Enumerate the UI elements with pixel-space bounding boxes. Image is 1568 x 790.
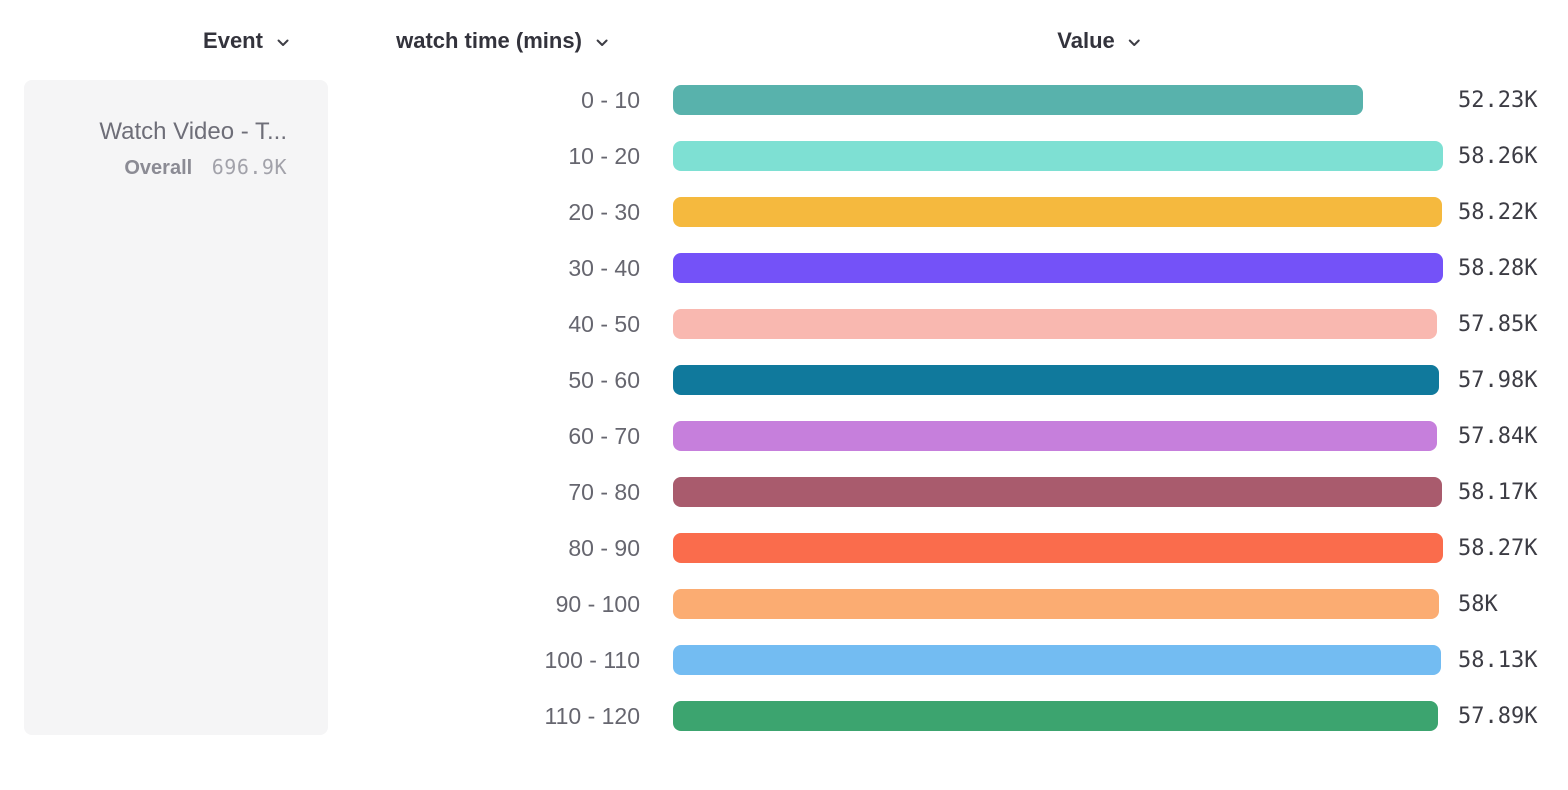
value-label: 58K [1458,591,1498,617]
value-bar[interactable] [673,141,1443,171]
bucket-label: 10 - 20 [568,142,640,169]
bar-row: 0 - 10 52.23K [0,72,1568,128]
bar-row: 20 - 30 58.22K [0,184,1568,240]
bucket-label: 50 - 60 [568,366,640,393]
bucket-label: 70 - 80 [568,478,640,505]
bar-track [673,365,1443,395]
event-legend-panel[interactable]: Watch Video - T... Overall 696.9K [24,80,328,735]
bucket-label: 100 - 110 [544,646,640,673]
value-label: 57.85K [1458,311,1538,337]
bar-track [673,533,1443,563]
chevron-down-icon [596,39,608,46]
value-label: 57.89K [1458,703,1538,729]
value-label: 58.26K [1458,143,1538,169]
value-bar[interactable] [673,477,1442,507]
value-bar[interactable] [673,645,1442,675]
chevron-down-icon [277,39,289,46]
bucket-label: 110 - 120 [544,702,640,729]
value-bar[interactable] [673,253,1443,283]
bar-row: 40 - 50 57.85K [0,296,1568,352]
bar-row: 80 - 90 58.27K [0,520,1568,576]
value-bar[interactable] [673,533,1443,563]
value-label: 58.27K [1458,535,1538,561]
bar-track [673,477,1443,507]
bar-row: 10 - 20 58.26K [0,128,1568,184]
bucket-label: 90 - 100 [555,590,640,617]
value-bar[interactable] [673,365,1440,395]
bar-track [673,701,1443,731]
chevron-down-icon [1129,39,1141,46]
bar-row: 30 - 40 58.28K [0,240,1568,296]
bar-chart-rows: 0 - 10 52.23K 10 - 20 58.26K 20 - 30 58.22K 30… [0,72,1568,744]
bar-track [673,197,1443,227]
bar-row: 110 - 120 57.89K [0,688,1568,744]
bar-track [673,85,1443,115]
value-label: 58.17K [1458,479,1538,505]
value-bar[interactable] [673,197,1443,227]
value-bar[interactable] [673,309,1438,339]
column-header-breakdown-label: watch time (mins) [396,28,582,53]
value-label: 58.28K [1458,255,1538,281]
column-header-breakdown[interactable]: watch time (mins) [396,28,610,54]
value-bar[interactable] [673,589,1440,619]
bar-track [673,141,1443,171]
value-label: 58.13K [1458,647,1538,673]
bar-row: 70 - 80 58.17K [0,464,1568,520]
bucket-label: 0 - 10 [581,86,640,113]
value-bar[interactable] [673,701,1438,731]
column-header-value-label: Value [1057,28,1115,53]
column-header-event[interactable]: Event [203,28,291,54]
value-bar[interactable] [673,85,1364,115]
bar-track [673,421,1443,451]
value-label: 52.23K [1458,87,1538,113]
column-header-value[interactable]: Value [1057,28,1142,54]
column-header-event-label: Event [203,28,263,53]
bucket-label: 80 - 90 [568,534,640,561]
bar-row: 60 - 70 57.84K [0,408,1568,464]
bucket-label: 20 - 30 [568,198,640,225]
bar-row: 50 - 60 57.98K [0,352,1568,408]
overall-row: Overall 696.9K [44,155,287,180]
value-label: 58.22K [1458,199,1538,225]
bar-track [673,309,1443,339]
bucket-label: 30 - 40 [568,254,640,281]
overall-label: Overall [124,157,193,180]
overall-value: 696.9K [211,155,287,180]
bar-track [673,589,1443,619]
value-label: 57.98K [1458,367,1538,393]
bar-track [673,645,1443,675]
event-name: Watch Video - T... [99,118,287,145]
bucket-label: 40 - 50 [568,310,640,337]
value-bar[interactable] [673,421,1438,451]
bar-row: 100 - 110 58.13K [0,632,1568,688]
bar-row: 90 - 100 58K [0,576,1568,632]
bucket-label: 60 - 70 [568,422,640,449]
bar-track [673,253,1443,283]
value-label: 57.84K [1458,423,1538,449]
